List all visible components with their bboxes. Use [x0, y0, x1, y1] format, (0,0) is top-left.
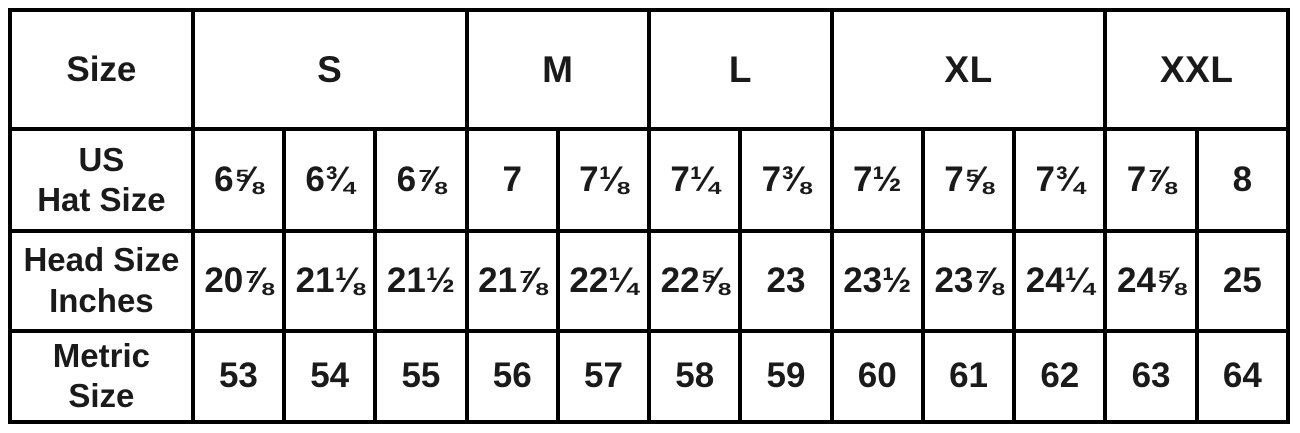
size-group-header-xxl: XXL: [1103, 7, 1290, 132]
metric-size-value: 64: [1194, 328, 1291, 425]
size-group-header-xl: XL: [829, 7, 1108, 132]
metric-size-value: 59: [738, 328, 834, 425]
us-hat-size-value: 7⅝: [920, 127, 1017, 233]
head-size-inches-row: Head Size Inches 20⅞ 21⅛ 21½ 21⅞ 22¼ 22⅝…: [8, 228, 1291, 333]
us-hat-size-value: 7⅛: [555, 127, 652, 233]
head-size-inches-value: 25: [1194, 228, 1291, 333]
head-size-inches-value: 21⅛: [282, 228, 378, 333]
metric-size-value: 55: [373, 328, 469, 425]
metric-size-value: 62: [1012, 328, 1108, 425]
head-size-inches-value: 23⅞: [920, 228, 1017, 333]
us-hat-size-value: 7: [464, 127, 560, 233]
head-size-inches-value: 22⅝: [647, 228, 743, 333]
metric-size-value: 57: [555, 328, 652, 425]
head-size-inches-value: 23½: [829, 228, 925, 333]
head-size-inches-value: 24¼: [1012, 228, 1108, 333]
head-size-inches-value: 24⅝: [1103, 228, 1199, 333]
size-corner-header: Size: [8, 7, 195, 132]
us-hat-size-value: 6⅝: [190, 127, 287, 233]
size-group-header-s: S: [190, 7, 469, 132]
size-group-header-row: Size S M L XL XXL: [8, 7, 1290, 132]
us-hat-size-value: 8: [1194, 127, 1291, 233]
row-label-us-hat-size: US Hat Size: [8, 127, 195, 233]
metric-size-value: 61: [920, 328, 1017, 425]
row-label-head-size-inches: Head Size Inches: [8, 228, 195, 333]
us-hat-size-value: 6⅞: [373, 127, 469, 233]
head-size-inches-value: 21⅞: [464, 228, 560, 333]
size-group-header-l: L: [647, 7, 834, 132]
metric-size-value: 54: [282, 328, 378, 425]
us-hat-size-value: 7¾: [1012, 127, 1108, 233]
us-hat-size-value: 7⅞: [1103, 127, 1199, 233]
us-hat-size-value: 7¼: [647, 127, 743, 233]
metric-size-value: 60: [829, 328, 925, 425]
metric-size-row: Metric Size 53 54 55 56 57 58 59 60 61 6…: [8, 328, 1291, 425]
size-group-header-m: M: [464, 7, 652, 132]
metric-size-value: 63: [1103, 328, 1199, 425]
metric-size-value: 53: [190, 328, 287, 425]
us-hat-size-value: 7⅜: [738, 127, 834, 233]
head-size-inches-value: 21½: [373, 228, 469, 333]
us-hat-size-value: 7½: [829, 127, 925, 233]
head-size-inches-value: 22¼: [555, 228, 652, 333]
metric-size-value: 56: [464, 328, 560, 425]
head-size-inches-value: 23: [738, 228, 834, 333]
us-hat-size-value: 6¾: [282, 127, 378, 233]
head-size-inches-value: 20⅞: [190, 228, 287, 333]
us-hat-size-row: US Hat Size 6⅝ 6¾ 6⅞ 7 7⅛ 7¼ 7⅜ 7½ 7⅝ 7¾…: [8, 127, 1291, 233]
row-label-metric-size: Metric Size: [8, 328, 195, 425]
metric-size-value: 58: [647, 328, 743, 425]
hat-size-conversion-table: Size S M L XL XXL US Hat Size 6⅝ 6¾ 6⅞ 7…: [8, 7, 1291, 425]
